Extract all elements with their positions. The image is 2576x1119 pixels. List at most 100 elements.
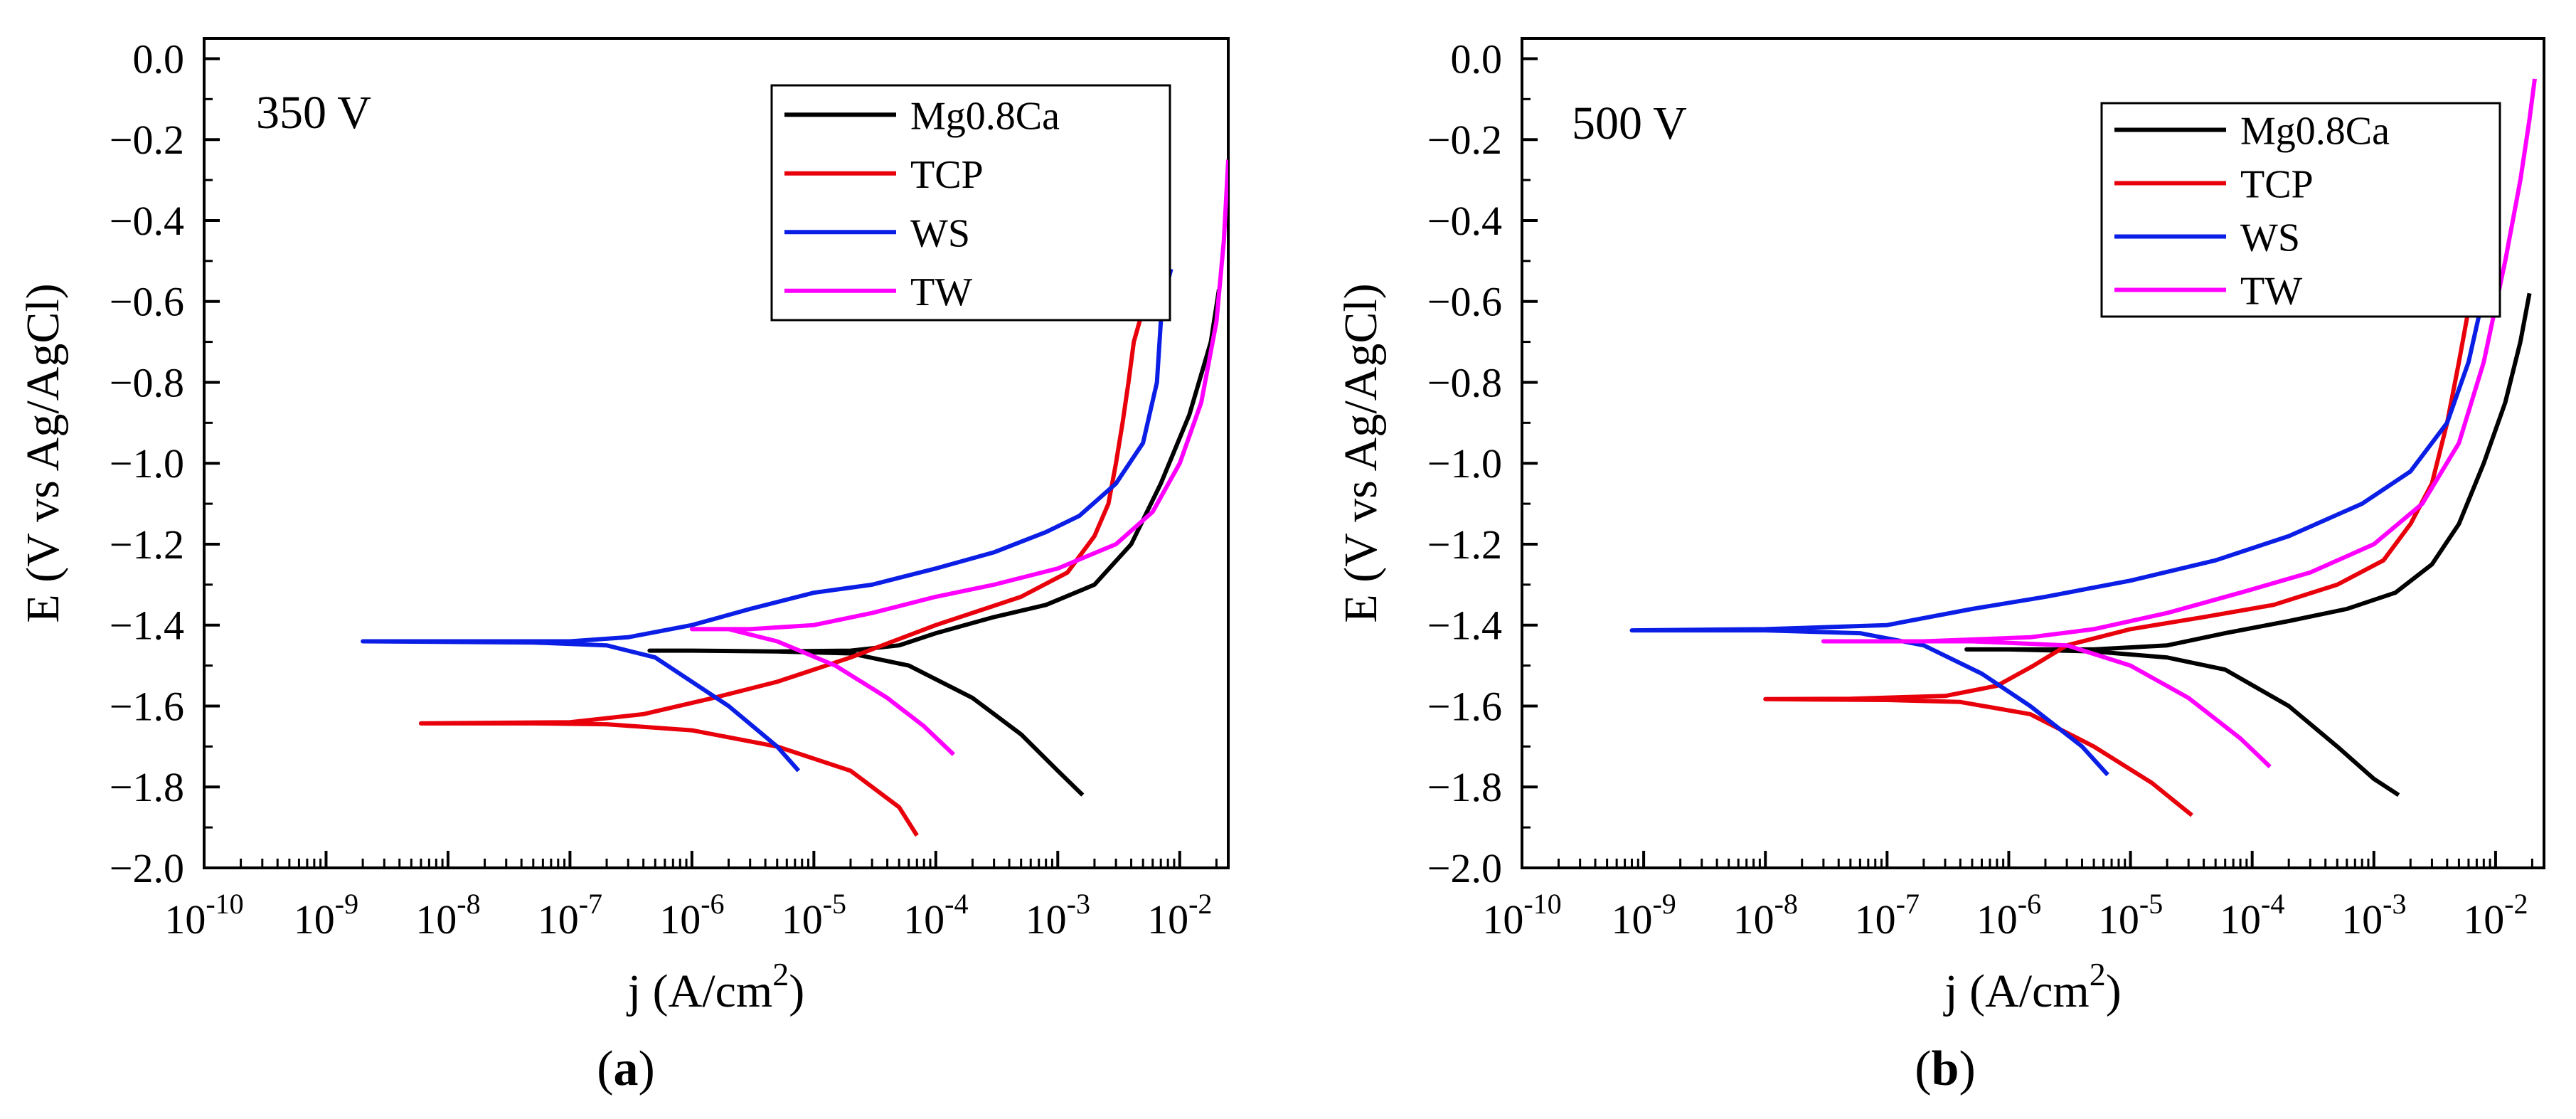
x-tick-label: 10-6 bbox=[659, 888, 724, 943]
x-tick-label: 10-7 bbox=[1855, 888, 1920, 943]
x-tick-label: 10-5 bbox=[2098, 888, 2163, 943]
x-tick-label-base: 10 bbox=[294, 896, 335, 943]
x-tick-label: 10-8 bbox=[415, 888, 480, 943]
x-tick-label-exponent: -9 bbox=[335, 888, 358, 920]
x-axis-label-text: j (A/cm bbox=[627, 965, 772, 1017]
y-tick-label: −1.6 bbox=[110, 683, 184, 729]
x-tick-label-exponent: -5 bbox=[2139, 888, 2163, 920]
y-tick-label: −2.0 bbox=[1427, 845, 1502, 891]
x-tick-label: 10-2 bbox=[2463, 888, 2528, 943]
x-tick-label: 10-2 bbox=[1147, 888, 1212, 943]
x-tick-label-exponent: -2 bbox=[2504, 888, 2528, 920]
plot-frame bbox=[203, 37, 1230, 869]
y-tick-label: −0.4 bbox=[110, 198, 184, 244]
x-tick-label-base: 10 bbox=[782, 896, 823, 943]
panel-label: (b) bbox=[1915, 1041, 1976, 1096]
x-tick-label-base: 10 bbox=[2220, 896, 2261, 943]
x-axis-label-close: ) bbox=[789, 965, 804, 1017]
y-axis-label: E (V vs Ag/AgCl) bbox=[1335, 283, 1387, 622]
legend-label: Mg0.8Ca bbox=[2240, 110, 2390, 154]
y-tick-label: −0.8 bbox=[110, 359, 184, 405]
y-tick-label: −1.0 bbox=[1427, 440, 1502, 487]
y-tick-label: 0.0 bbox=[133, 36, 185, 82]
legend-box bbox=[2100, 102, 2501, 318]
x-tick-label-exponent: -2 bbox=[1188, 888, 1212, 920]
legend-label: WS bbox=[2240, 216, 2300, 260]
panel-label-close: ) bbox=[1959, 1041, 1975, 1096]
y-axis-label: E (V vs Ag/AgCl) bbox=[17, 283, 69, 622]
legend-label: Mg0.8Ca bbox=[910, 94, 1060, 138]
x-tick-label-base: 10 bbox=[1147, 896, 1188, 943]
legend-label: TW bbox=[2240, 270, 2302, 314]
x-tick-label: 10-9 bbox=[294, 888, 358, 943]
legend-label: WS bbox=[910, 211, 970, 255]
x-axis-label-text: j (A/cm bbox=[1943, 965, 2089, 1017]
x-tick-label-base: 10 bbox=[1976, 896, 2018, 943]
y-tick-label: −0.8 bbox=[1427, 359, 1502, 405]
y-tick-label: −0.2 bbox=[1427, 117, 1502, 163]
y-tick-label: −0.6 bbox=[1427, 279, 1502, 325]
x-tick-label-exponent: -7 bbox=[579, 888, 602, 920]
voltage-annotation: 350 V bbox=[256, 87, 371, 139]
x-tick-label-exponent: -10 bbox=[1523, 888, 1561, 920]
legend-box bbox=[770, 84, 1171, 322]
series-line-tcp bbox=[1763, 285, 2475, 817]
y-tick-label: −2.0 bbox=[110, 845, 184, 891]
legend-label: TCP bbox=[2240, 163, 2314, 207]
x-tick-label-base: 10 bbox=[2463, 896, 2504, 943]
x-tick-label-exponent: -6 bbox=[2018, 888, 2041, 920]
y-tick-label: −0.6 bbox=[110, 279, 184, 325]
x-tick-label: 10-9 bbox=[1611, 888, 1676, 943]
legend-label: TCP bbox=[910, 153, 984, 197]
y-tick-label: −1.2 bbox=[1427, 521, 1502, 568]
x-tick-label: 10-4 bbox=[903, 888, 968, 943]
x-tick-label-base: 10 bbox=[164, 896, 206, 943]
x-tick-label-base: 10 bbox=[415, 896, 457, 943]
series-line-tw bbox=[689, 159, 1228, 756]
x-tick-label: 10-7 bbox=[538, 888, 602, 943]
y-tick-label: −0.4 bbox=[1427, 198, 1502, 244]
x-tick-label-base: 10 bbox=[659, 896, 701, 943]
x-tick-label: 10-5 bbox=[782, 888, 846, 943]
x-axis-label: j (A/cm2) bbox=[627, 956, 804, 1017]
plot-frame bbox=[1521, 37, 2545, 869]
x-tick-label: 10-10 bbox=[164, 888, 243, 943]
y-tick-label: −1.8 bbox=[110, 764, 184, 810]
x-tick-label-base: 10 bbox=[1611, 896, 1652, 943]
x-tick-label: 10-6 bbox=[1976, 888, 2041, 943]
y-tick-label: −1.8 bbox=[1427, 764, 1502, 810]
legend: Mg0.8Ca TCP WS TW bbox=[2100, 102, 2501, 318]
x-tick-label-exponent: -8 bbox=[457, 888, 480, 920]
legend: Mg0.8Ca TCP WS TW bbox=[770, 84, 1171, 322]
series-line-tcp bbox=[418, 288, 1155, 837]
panel-label-open: ( bbox=[597, 1041, 613, 1096]
x-tick-label-base: 10 bbox=[903, 896, 944, 943]
x-tick-label-base: 10 bbox=[1855, 896, 1896, 943]
x-tick-label-base: 10 bbox=[2341, 896, 2383, 943]
y-tick-label: −1.0 bbox=[110, 440, 184, 487]
x-tick-label: 10-10 bbox=[1482, 888, 1561, 943]
x-tick-label-base: 10 bbox=[2098, 896, 2139, 943]
y-tick-label: −1.6 bbox=[1427, 683, 1502, 729]
x-tick-label: 10-4 bbox=[2220, 888, 2284, 943]
x-tick-label: 10-3 bbox=[1026, 888, 1090, 943]
x-tick-label-exponent: -4 bbox=[2261, 888, 2284, 920]
x-tick-label-exponent: -6 bbox=[701, 888, 724, 920]
legend-label: TW bbox=[910, 270, 972, 314]
voltage-annotation: 500 V bbox=[1572, 97, 1687, 149]
y-tick-label: 0.0 bbox=[1451, 36, 1503, 82]
x-axis-label-close: ) bbox=[2106, 965, 2122, 1017]
x-tick-label-exponent: -5 bbox=[823, 888, 846, 920]
x-tick-label: 10-8 bbox=[1733, 888, 1798, 943]
panel-label: (a) bbox=[597, 1041, 655, 1096]
x-tick-label-exponent: -9 bbox=[1652, 888, 1676, 920]
x-tick-label-exponent: -7 bbox=[1896, 888, 1920, 920]
x-tick-label-base: 10 bbox=[1026, 896, 1067, 943]
chart-panel-a: 0.0 −0.2 −0.4 −0.6 −0.8 −1.0 −1.2 −1.4 −1.6 −1.8 −… bbox=[17, 36, 1230, 1096]
chart-panel-b: 0.0 −0.2 −0.4 −0.6 −0.8 −1.0 −1.2 −1.4 −1.6 −1.8 −… bbox=[1335, 36, 2545, 1096]
y-tick-label: −1.4 bbox=[1427, 603, 1502, 649]
x-axis-label-sup: 2 bbox=[772, 956, 789, 992]
x-tick-label-base: 10 bbox=[538, 896, 579, 943]
series-line-mg08ca bbox=[647, 289, 1221, 797]
panel-label-close: ) bbox=[639, 1041, 655, 1096]
